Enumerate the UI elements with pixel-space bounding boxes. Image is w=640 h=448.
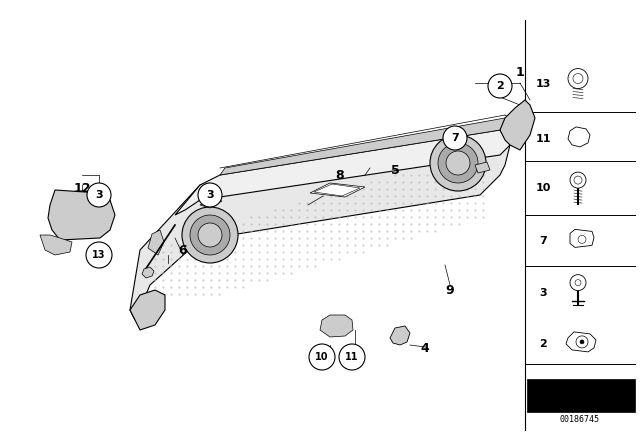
Circle shape <box>87 183 111 207</box>
Polygon shape <box>314 184 360 196</box>
Circle shape <box>182 207 238 263</box>
Polygon shape <box>48 190 115 240</box>
Text: 6: 6 <box>179 244 188 257</box>
Circle shape <box>580 340 584 344</box>
Text: 8: 8 <box>336 168 344 181</box>
Text: 11: 11 <box>345 352 359 362</box>
Circle shape <box>430 135 486 191</box>
Polygon shape <box>475 162 490 173</box>
Text: 3: 3 <box>95 190 103 200</box>
Circle shape <box>86 242 112 268</box>
Polygon shape <box>200 198 222 208</box>
Circle shape <box>198 183 222 207</box>
Circle shape <box>570 172 586 188</box>
Text: 10: 10 <box>316 352 329 362</box>
Text: 13: 13 <box>535 78 550 89</box>
Circle shape <box>568 69 588 89</box>
Text: 11: 11 <box>535 134 551 144</box>
Text: 10: 10 <box>535 183 550 193</box>
Circle shape <box>488 74 512 98</box>
Text: 00186745: 00186745 <box>560 415 600 424</box>
Text: 9: 9 <box>445 284 454 297</box>
Polygon shape <box>40 235 72 255</box>
Text: 7: 7 <box>539 237 547 246</box>
Text: 3: 3 <box>206 190 214 200</box>
Circle shape <box>190 215 230 255</box>
Polygon shape <box>130 140 510 320</box>
Text: 13: 13 <box>92 250 106 260</box>
Text: 3: 3 <box>539 288 547 297</box>
Circle shape <box>570 275 586 291</box>
Polygon shape <box>130 290 165 330</box>
Text: 5: 5 <box>390 164 399 177</box>
Circle shape <box>339 344 365 370</box>
Circle shape <box>309 344 335 370</box>
Polygon shape <box>148 230 164 255</box>
Circle shape <box>446 151 470 175</box>
Polygon shape <box>390 326 410 345</box>
Circle shape <box>443 126 467 150</box>
Text: 1: 1 <box>516 65 524 78</box>
Polygon shape <box>500 100 535 150</box>
Text: 12: 12 <box>73 181 91 194</box>
Circle shape <box>198 223 222 247</box>
Text: 2: 2 <box>496 81 504 91</box>
Polygon shape <box>527 379 635 412</box>
Polygon shape <box>175 130 510 215</box>
Circle shape <box>438 143 478 183</box>
Text: 2: 2 <box>539 339 547 349</box>
Polygon shape <box>320 315 353 337</box>
Text: 4: 4 <box>420 341 429 354</box>
Polygon shape <box>310 183 365 197</box>
Polygon shape <box>220 118 510 175</box>
Polygon shape <box>566 332 596 352</box>
Text: 7: 7 <box>451 133 459 143</box>
Polygon shape <box>142 267 154 278</box>
Polygon shape <box>568 127 590 147</box>
Polygon shape <box>570 229 594 247</box>
